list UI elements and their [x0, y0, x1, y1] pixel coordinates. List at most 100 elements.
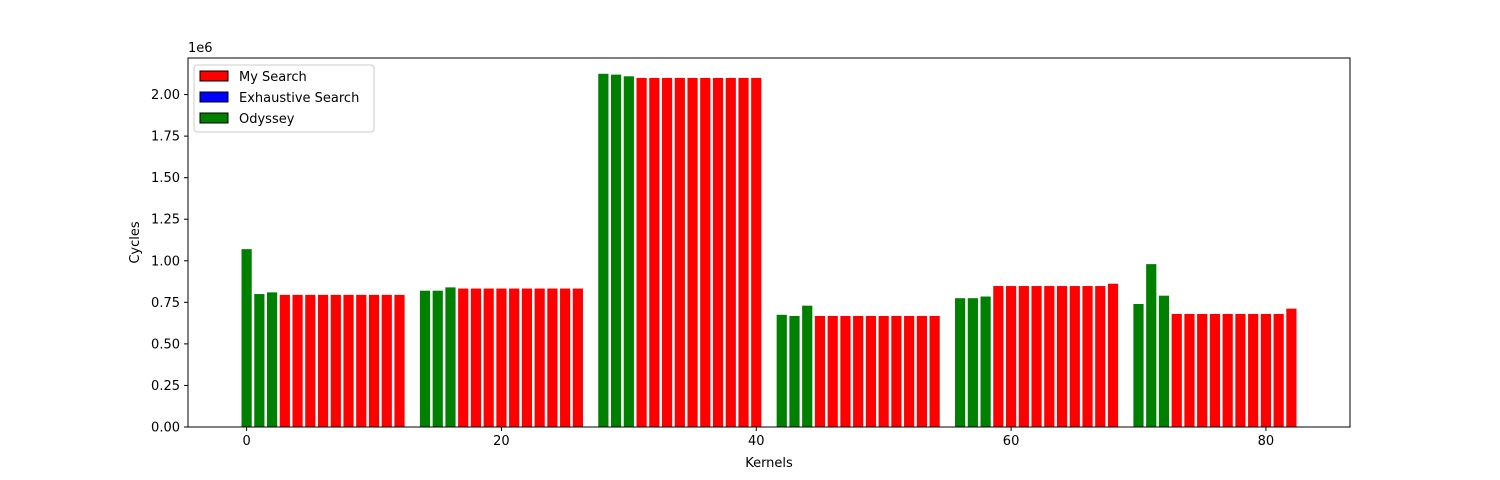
- bar-my-search-9: [356, 294, 367, 427]
- legend-label: My Search: [239, 70, 307, 85]
- bar-my-search-3: [279, 294, 290, 427]
- legend-swatch: [199, 91, 229, 103]
- plot-frame: [187, 57, 1351, 428]
- bar-my-search-77: [1222, 313, 1233, 427]
- bar-odyssey-16: [445, 287, 456, 427]
- bar-odyssey-42: [776, 314, 787, 427]
- bar-my-search-8: [343, 294, 354, 427]
- bar-my-search-20: [496, 288, 507, 427]
- x-tick-label: 60: [1003, 434, 1020, 449]
- bar-my-search-5: [305, 294, 316, 427]
- bar-my-search-18: [470, 288, 482, 427]
- legend: My Search Exhaustive Search Odyssey: [193, 64, 375, 133]
- legend-swatch: [199, 112, 229, 124]
- bar-my-search-33: [661, 77, 673, 427]
- bar-odyssey-56: [955, 298, 966, 427]
- bar-my-search-47: [840, 315, 851, 427]
- bar-my-search-76: [1209, 313, 1221, 427]
- bar-my-search-81: [1273, 313, 1284, 427]
- y-axis-offset-label: 1e6: [188, 41, 213, 56]
- bar-my-search-38: [725, 77, 736, 427]
- y-tick-label: 0.25: [151, 379, 180, 394]
- bar-my-search-34: [674, 77, 685, 427]
- x-axis-ticks: 0 20 40 60 80: [242, 427, 1274, 449]
- bar-my-search-60: [1005, 286, 1017, 427]
- y-tick-label: 1.25: [151, 213, 180, 228]
- bar-my-search-31: [636, 77, 647, 427]
- bar-my-search-62: [1031, 286, 1042, 427]
- x-tick-label: 80: [1258, 434, 1275, 449]
- bar-my-search-25: [560, 288, 571, 427]
- bar-my-search-61: [1018, 286, 1029, 427]
- bar-odyssey-43: [789, 315, 800, 427]
- bar-odyssey-30: [623, 76, 634, 427]
- y-axis-ticks: 0.00 0.25 0.50 0.75 1.00 1.25 1.50 1.75 2.00: [151, 88, 188, 436]
- bar-odyssey-15: [432, 290, 443, 427]
- bar-odyssey-71: [1146, 264, 1157, 427]
- bar-my-search-80: [1260, 313, 1272, 427]
- bar-my-search-35: [687, 77, 698, 427]
- bar-odyssey-14: [419, 290, 431, 427]
- bar-odyssey-28: [598, 73, 609, 428]
- bar-my-search-37: [712, 77, 724, 427]
- bar-my-search-17: [458, 288, 469, 427]
- x-tick-label: 40: [748, 434, 765, 449]
- bar-my-search-22: [521, 288, 533, 427]
- bar-my-search-6: [317, 294, 329, 427]
- bar-my-search-49: [865, 315, 877, 427]
- bar-my-search-59: [993, 286, 1004, 427]
- bar-my-search-23: [534, 288, 545, 427]
- bar-my-search-51: [891, 315, 902, 427]
- x-tick-label: 0: [242, 434, 250, 449]
- bar-my-search-7: [330, 294, 341, 427]
- y-axis-label: Cycles: [128, 221, 143, 264]
- x-axis-label: Kernels: [745, 456, 793, 471]
- bar-odyssey-2: [266, 292, 278, 427]
- bar-my-search-24: [547, 288, 558, 427]
- bar-my-search-32: [649, 77, 660, 427]
- bar-my-search-68: [1107, 283, 1119, 427]
- bar-my-search-63: [1044, 286, 1055, 427]
- legend-box: [193, 64, 375, 133]
- bar-my-search-75: [1197, 313, 1208, 427]
- bar-my-search-52: [904, 315, 915, 427]
- bar-odyssey-57: [967, 298, 978, 427]
- bar-odyssey-72: [1158, 295, 1170, 427]
- bar-odyssey-1: [254, 294, 265, 427]
- x-tick-label: 20: [493, 434, 510, 449]
- bar-my-search-53: [916, 315, 927, 427]
- bar-my-search-12: [394, 294, 405, 427]
- bar-odyssey-58: [980, 296, 991, 427]
- bar-my-search-4: [292, 294, 303, 427]
- bar-my-search-11: [381, 294, 392, 427]
- legend-swatch: [199, 70, 229, 82]
- y-tick-label: 1.00: [151, 254, 180, 269]
- bar-my-search-64: [1056, 286, 1068, 427]
- bar-my-search-39: [738, 77, 749, 427]
- bars-layer: [241, 73, 1297, 428]
- legend-label: Exhaustive Search: [239, 91, 359, 106]
- bar-my-search-10: [368, 294, 380, 427]
- bar-my-search-50: [878, 315, 889, 427]
- legend-label: Odyssey: [239, 112, 295, 127]
- bar-my-search-45: [814, 315, 826, 427]
- bar-my-search-73: [1171, 313, 1182, 427]
- bar-my-search-48: [853, 315, 864, 427]
- bar-odyssey-29: [611, 74, 622, 428]
- y-tick-label: 0.00: [151, 421, 180, 436]
- bar-my-search-65: [1069, 286, 1080, 427]
- bar-odyssey-70: [1133, 304, 1144, 427]
- y-tick-label: 0.50: [151, 337, 180, 352]
- bar-my-search-36: [700, 77, 711, 427]
- bar-my-search-79: [1248, 313, 1259, 427]
- bar-my-search-78: [1235, 313, 1246, 427]
- bar-my-search-66: [1082, 286, 1093, 427]
- bar-my-search-40: [751, 77, 762, 427]
- bar-my-search-21: [509, 288, 520, 427]
- bar-my-search-46: [827, 315, 838, 427]
- bar-my-search-19: [483, 288, 494, 427]
- bar-my-search-26: [572, 288, 583, 427]
- y-tick-label: 0.75: [151, 296, 180, 311]
- bar-my-search-74: [1184, 313, 1195, 427]
